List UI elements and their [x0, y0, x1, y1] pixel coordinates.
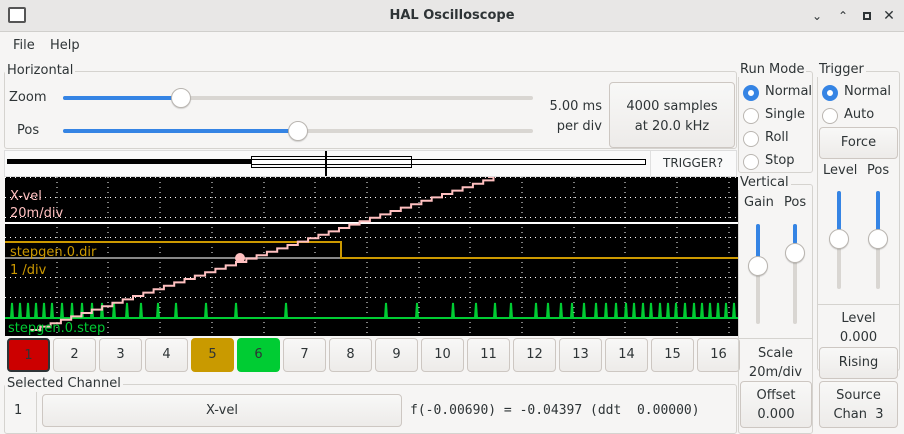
trigger-label: Trigger: [817, 62, 866, 77]
menu-bar: File Help: [0, 32, 904, 60]
channel-button-12[interactable]: 12: [513, 338, 556, 372]
run-mode-label: Run Mode: [738, 62, 807, 77]
trigger-level-label: Level: [823, 163, 858, 178]
source-line2: Chan 3: [833, 407, 884, 422]
channel-button-7[interactable]: 7: [283, 338, 326, 372]
minimize-icon[interactable]: ⌄: [811, 9, 823, 23]
ch5-trace: [5, 241, 738, 259]
radio-icon[interactable]: [743, 85, 759, 101]
radio-label: Roll: [765, 130, 789, 145]
maximize-icon[interactable]: ⌃: [837, 9, 849, 23]
trigger-level-slider[interactable]: [829, 191, 849, 289]
radio-icon[interactable]: [743, 154, 759, 170]
edge-button[interactable]: Rising: [819, 347, 898, 379]
samples-line2: at 20.0 kHz: [634, 119, 710, 134]
gain-label: Gain: [744, 195, 774, 210]
ch5-scale: 1 /div: [10, 263, 47, 278]
trigger-status: TRIGGER?: [663, 156, 724, 170]
channel-button-5[interactable]: 5: [191, 338, 234, 372]
radio-label: Normal: [765, 84, 813, 99]
channel-button-8[interactable]: 8: [329, 338, 372, 372]
vpos-slider-thumb[interactable]: [785, 243, 805, 263]
gain-slider-thumb[interactable]: [748, 256, 768, 276]
rate-line2: per div: [556, 119, 602, 134]
channel-button-6[interactable]: 6: [237, 338, 280, 372]
channel-button-11[interactable]: 11: [467, 338, 510, 372]
level-value: 0.000: [839, 330, 878, 345]
app-icon: [8, 7, 26, 23]
view-window-box[interactable]: [251, 156, 412, 168]
vpos-slider[interactable]: [785, 224, 805, 324]
samples-button[interactable]: 4000 samples at 20.0 kHz: [609, 82, 735, 148]
radio-icon[interactable]: [822, 108, 838, 124]
channel-button-1[interactable]: 1: [7, 338, 50, 372]
horizontal-frame: [4, 71, 737, 149]
restore-icon[interactable]: [858, 7, 876, 25]
channel-button-13[interactable]: 13: [559, 338, 602, 372]
radio-label: Normal: [844, 84, 892, 99]
radio-label: Single: [765, 107, 805, 122]
source-button[interactable]: Source Chan 3: [819, 381, 898, 428]
trigger-marker: [235, 253, 245, 263]
pos-label: Pos: [17, 123, 40, 138]
scale-label: Scale: [758, 346, 793, 361]
vertical-scale: Scale 20m/div: [738, 344, 813, 382]
menu-help[interactable]: Help: [50, 38, 80, 53]
trigger-level-readout: Level 0.000: [817, 309, 900, 347]
ch5-name: stepgen.0.dir: [10, 245, 97, 260]
offset-button[interactable]: Offset 0.000: [740, 381, 812, 428]
offset-label: Offset: [756, 388, 796, 403]
trigger-pos-slider[interactable]: [868, 191, 888, 289]
window-title: HAL Oscilloscope: [389, 8, 515, 23]
close-icon[interactable]: ✕: [883, 8, 895, 24]
source-line1: Source: [836, 388, 881, 403]
trigger-cursor: [325, 151, 327, 176]
channel-button-2[interactable]: 2: [53, 338, 96, 372]
record-overview[interactable]: TRIGGER?: [4, 150, 737, 177]
rate-line1: 5.00 ms: [549, 99, 602, 114]
horizontal-label: Horizontal: [5, 63, 76, 78]
vertical-label: Vertical: [738, 175, 791, 190]
channel-button-4[interactable]: 4: [145, 338, 188, 372]
trigger-pos-thumb[interactable]: [868, 229, 888, 249]
offset-value: 0.000: [757, 407, 795, 422]
scope-display[interactable]: [5, 177, 738, 336]
channel-button-14[interactable]: 14: [605, 338, 648, 372]
scale-value: 20m/div: [748, 365, 803, 380]
time-per-div: 5.00 ms per div: [545, 97, 602, 137]
channel-button-10[interactable]: 10: [421, 338, 464, 372]
channel-button-16[interactable]: 16: [697, 338, 740, 372]
ch6-trace: [5, 302, 738, 319]
radio-label: Auto: [844, 107, 875, 122]
ch6-name: stepgen.0.step: [8, 321, 106, 336]
samples-line1: 4000 samples: [626, 99, 718, 114]
trigger-level-thumb[interactable]: [829, 229, 849, 249]
radio-icon[interactable]: [822, 85, 838, 101]
gain-slider[interactable]: [748, 224, 768, 324]
channel-button-3[interactable]: 3: [99, 338, 142, 372]
pos-slider-thumb[interactable]: [288, 121, 308, 141]
ch1-name: X-vel: [10, 189, 42, 204]
channel-readout: f(-0.00690) = -0.04397 (ddt 0.00000): [410, 403, 700, 418]
title-bar: HAL Oscilloscope ⌄ ⌃ ✕: [0, 0, 904, 32]
channel-name-button[interactable]: X-vel: [42, 394, 402, 427]
radio-icon[interactable]: [743, 131, 759, 147]
force-button[interactable]: Force: [819, 127, 898, 159]
vpos-label: Pos: [784, 195, 807, 210]
ch1-trace: [30, 177, 495, 331]
radio-icon[interactable]: [743, 108, 759, 124]
channel-button-9[interactable]: 9: [375, 338, 418, 372]
trigger-pos-label: Pos: [867, 163, 890, 178]
channel-button-15[interactable]: 15: [651, 338, 694, 372]
menu-file[interactable]: File: [13, 38, 35, 53]
selected-channel-label: Selected Channel: [5, 376, 123, 391]
radio-label: Stop: [765, 153, 795, 168]
selected-channel-number: 1: [14, 403, 23, 418]
ch1-scale: 20m/div: [10, 206, 64, 221]
zoom-label: Zoom: [9, 90, 47, 105]
zoom-slider-thumb[interactable]: [171, 88, 191, 108]
level-text-label: Level: [841, 311, 876, 326]
